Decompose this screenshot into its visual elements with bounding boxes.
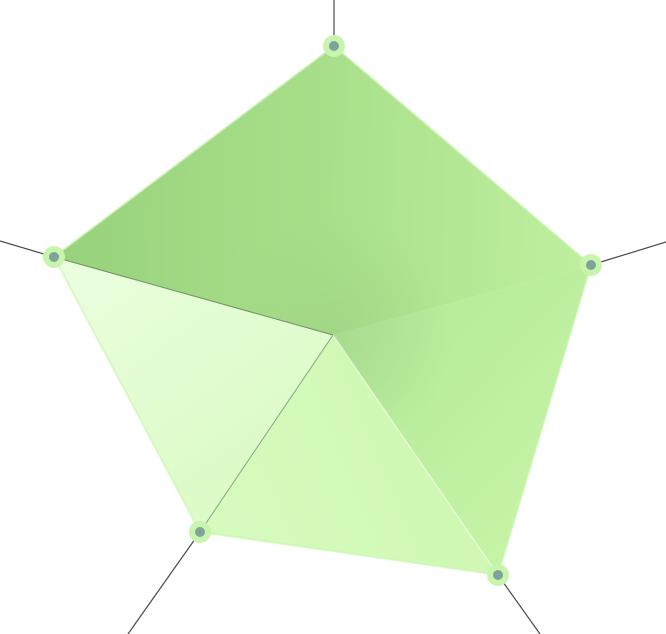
vertex-dot: [586, 260, 596, 270]
outline: [52, 44, 593, 577]
vertex-dot: [493, 570, 503, 580]
facets-group: [54, 46, 591, 575]
inner-line-bottom-left: [199, 334, 334, 533]
spoke-line: [127, 531, 201, 634]
vertices-group: [43, 35, 602, 586]
vertex-dot: [49, 252, 59, 262]
vertex-marker: [323, 35, 345, 57]
vertex-marker: [189, 521, 211, 543]
inner-lines-group: [52, 44, 593, 577]
vertex-dot: [329, 41, 339, 51]
spoke-line: [497, 574, 541, 634]
inner-line-left: [53, 256, 334, 336]
facet-bottom: [200, 335, 498, 575]
vertex-marker: [43, 246, 65, 268]
vertex-dot: [195, 527, 205, 537]
center-shade: [54, 46, 591, 575]
facet-left: [54, 257, 333, 532]
spoke-line: [590, 241, 666, 266]
inner-line-bottom-right: [332, 334, 499, 576]
vertex-marker: [580, 254, 602, 276]
vertex-marker: [487, 564, 509, 586]
